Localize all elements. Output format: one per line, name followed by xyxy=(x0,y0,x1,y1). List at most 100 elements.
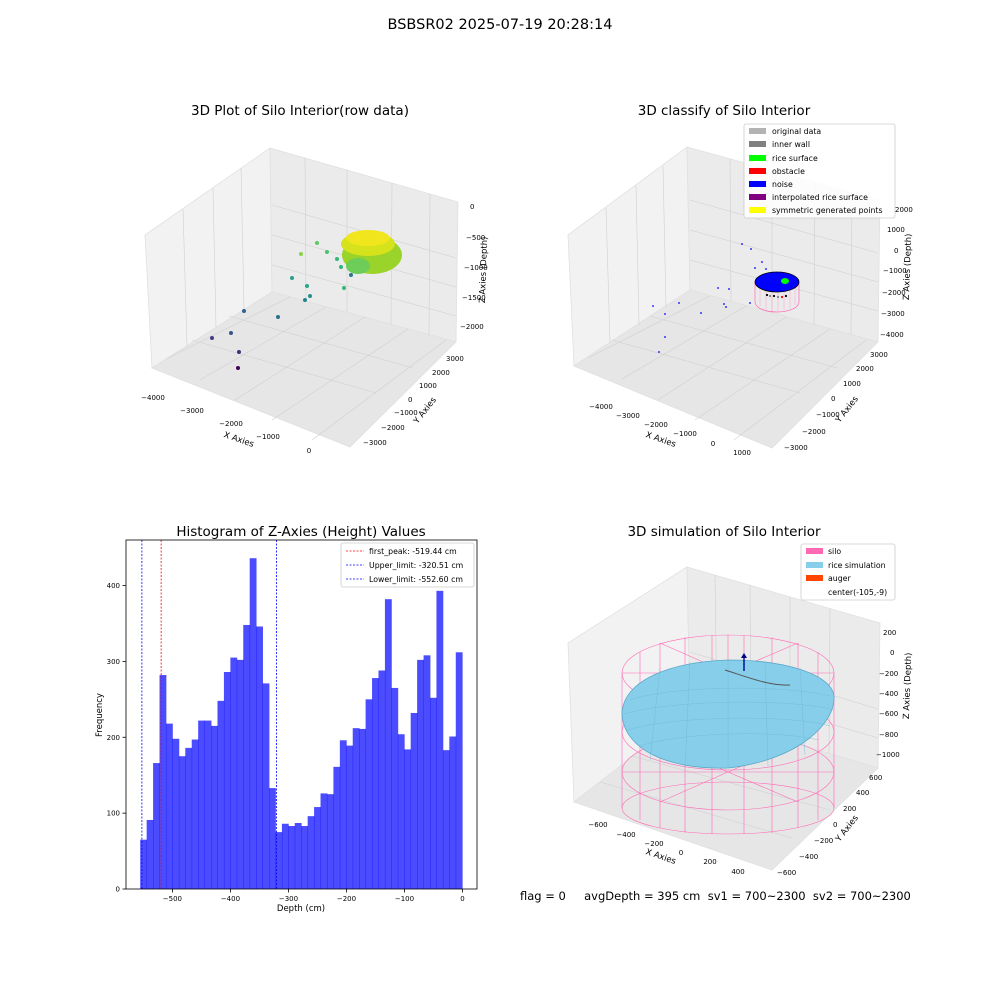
raw3d-ytick: −2000 xyxy=(381,424,405,432)
raw3d-plot: −4000 −3000 −2000 −1000 0 X Axies −3000 … xyxy=(141,147,490,455)
histogram-bar xyxy=(436,590,444,889)
legend-label: obstacle xyxy=(772,167,805,176)
raw3d-xlabel: X Axies xyxy=(222,430,255,450)
classify3d-ytick: −3000 xyxy=(784,444,808,452)
simulation3d-ytick: 0 xyxy=(833,821,837,829)
raw3d-ytick: 1000 xyxy=(419,382,437,390)
histogram-bar xyxy=(249,558,257,889)
raw3d-ztick: −1000 xyxy=(464,264,488,272)
histogram-bar xyxy=(391,687,399,889)
legend-label: Upper_limit: -320.51 cm xyxy=(369,561,463,570)
raw3d-rice-cloud xyxy=(341,230,402,274)
simulation3d-ztick: −1000 xyxy=(876,751,900,759)
histogram-bars xyxy=(140,558,463,889)
simulation3d-ztick: −200 xyxy=(879,670,898,678)
histogram-bar xyxy=(288,826,296,889)
histogram-ytick-label: 400 xyxy=(107,582,120,590)
histogram-bar xyxy=(153,763,160,889)
classify3d-legend-entries: original data inner wall rice surface ob… xyxy=(749,127,883,215)
histogram-ytick-label: 0 xyxy=(116,886,120,894)
histogram-bar xyxy=(333,766,341,889)
simulation3d-xtick: 0 xyxy=(679,849,683,857)
legend-label: auger xyxy=(828,574,851,583)
histogram-bar xyxy=(217,700,225,889)
legend-label: symmetric generated points xyxy=(772,206,883,215)
classify3d-grid xyxy=(587,158,879,441)
simulation3d-legend: silo rice simulation auger center(-105,-… xyxy=(800,543,896,601)
histogram-legend: first_peak: -519.44 cm Upper_limit: -320… xyxy=(340,542,475,588)
simulation3d-y-ticks: −600 −400 −200 0 200 400 600 xyxy=(777,774,882,877)
histogram-bar xyxy=(301,826,309,889)
simulation3d-auger xyxy=(741,653,747,671)
raw3d-ytick: 2000 xyxy=(432,369,450,377)
histogram-bar xyxy=(230,657,238,889)
simulation3d-rice-surface xyxy=(621,659,835,769)
classify3d-ytick: 2000 xyxy=(856,365,874,373)
histogram-plot: −500 −400 −300 −200 −100 0 0 100 200 300 400 Dept… xyxy=(95,539,478,914)
raw3d-scatter xyxy=(210,241,353,370)
classify3d-ztick: 1000 xyxy=(887,226,905,234)
raw3d-ytick: 0 xyxy=(408,396,412,404)
legend-swatch xyxy=(749,128,766,134)
classify3d-plot: −4000 −3000 −2000 −1000 0 1000 X Axies −… xyxy=(567,123,914,457)
legend-label: silo xyxy=(828,547,841,556)
raw3d-ztick: −500 xyxy=(466,234,485,242)
histogram-bar xyxy=(211,725,218,889)
simulation3d-ytick: −400 xyxy=(799,853,818,861)
histogram-xlabel: Depth (cm) xyxy=(277,904,325,914)
histogram-bar xyxy=(359,728,367,889)
histogram-bar xyxy=(339,740,347,889)
status-footer: flag = 0 avgDepth = 395 cm sv1 = 700~230… xyxy=(520,889,911,903)
histogram-bar xyxy=(372,678,379,889)
classify3d-ytick: 0 xyxy=(831,395,835,403)
histogram-bar xyxy=(430,697,437,889)
legend-swatch xyxy=(806,548,823,554)
simulation3d-ztick: 200 xyxy=(883,629,896,637)
classify3d-xtick: 0 xyxy=(711,440,715,448)
histogram-bar xyxy=(236,659,244,889)
simulation3d-ytick: −200 xyxy=(814,837,833,845)
histogram-bar xyxy=(410,712,418,889)
histogram-bar xyxy=(178,756,186,889)
classify3d-zlabel: Z Axies (Depth) xyxy=(902,233,914,300)
simulation3d-xtick: 400 xyxy=(731,868,744,876)
classify3d-ytick: 1000 xyxy=(843,380,861,388)
histogram-bar xyxy=(172,738,180,889)
histogram-bar xyxy=(346,745,354,889)
simulation3d-x-ticks: −600 −400 −200 0 200 400 xyxy=(588,821,744,876)
histogram-xtick-label: −400 xyxy=(221,895,240,903)
histogram-xtick-label: −300 xyxy=(279,895,298,903)
legend-swatch xyxy=(749,155,766,161)
legend-label: rice simulation xyxy=(828,561,886,570)
histogram-bar xyxy=(455,652,463,889)
classify3d-ztick: −4000 xyxy=(880,331,904,339)
raw3d-ytick: −3000 xyxy=(363,439,387,447)
simulation3d-title: 3D simulation of Silo Interior xyxy=(627,524,821,540)
simulation3d-xtick: 200 xyxy=(703,858,716,866)
legend-label: interpolated rice surface xyxy=(772,193,868,202)
histogram-bar xyxy=(423,655,431,889)
histogram-xtick-label: −200 xyxy=(337,895,356,903)
histogram-bar xyxy=(243,624,251,889)
simulation3d-ztick: −800 xyxy=(879,731,898,739)
classify3d-xtick: −3000 xyxy=(616,412,640,420)
histogram-bar xyxy=(307,816,315,889)
simulation3d-ztick: 0 xyxy=(890,649,894,657)
classify3d-x-ticks: −4000 −3000 −2000 −1000 0 1000 xyxy=(589,403,751,457)
histogram-bar xyxy=(262,683,270,889)
simulation3d-ztick: −600 xyxy=(879,710,898,718)
simulation3d-ytick: 600 xyxy=(869,774,882,782)
classify3d-ytick: −2000 xyxy=(802,428,826,436)
simulation3d-ztick: −400 xyxy=(879,690,898,698)
raw3d-xtick: −1000 xyxy=(256,433,280,441)
raw3d-xtick: −2000 xyxy=(219,420,243,428)
legend-label: Lower_limit: -552.60 cm xyxy=(369,575,463,584)
raw3d-zlabel: Z Axies (Depth) xyxy=(478,236,490,303)
raw3d-xtick: −4000 xyxy=(141,394,165,402)
legend-label: inner wall xyxy=(772,140,810,149)
histogram-xtick-label: 0 xyxy=(460,895,464,903)
raw3d-ytick: −1000 xyxy=(394,409,418,417)
histogram-bar xyxy=(449,736,457,889)
simulation3d-zlabel: Z Axies (Depth) xyxy=(902,652,914,719)
histogram-bar xyxy=(140,839,148,889)
